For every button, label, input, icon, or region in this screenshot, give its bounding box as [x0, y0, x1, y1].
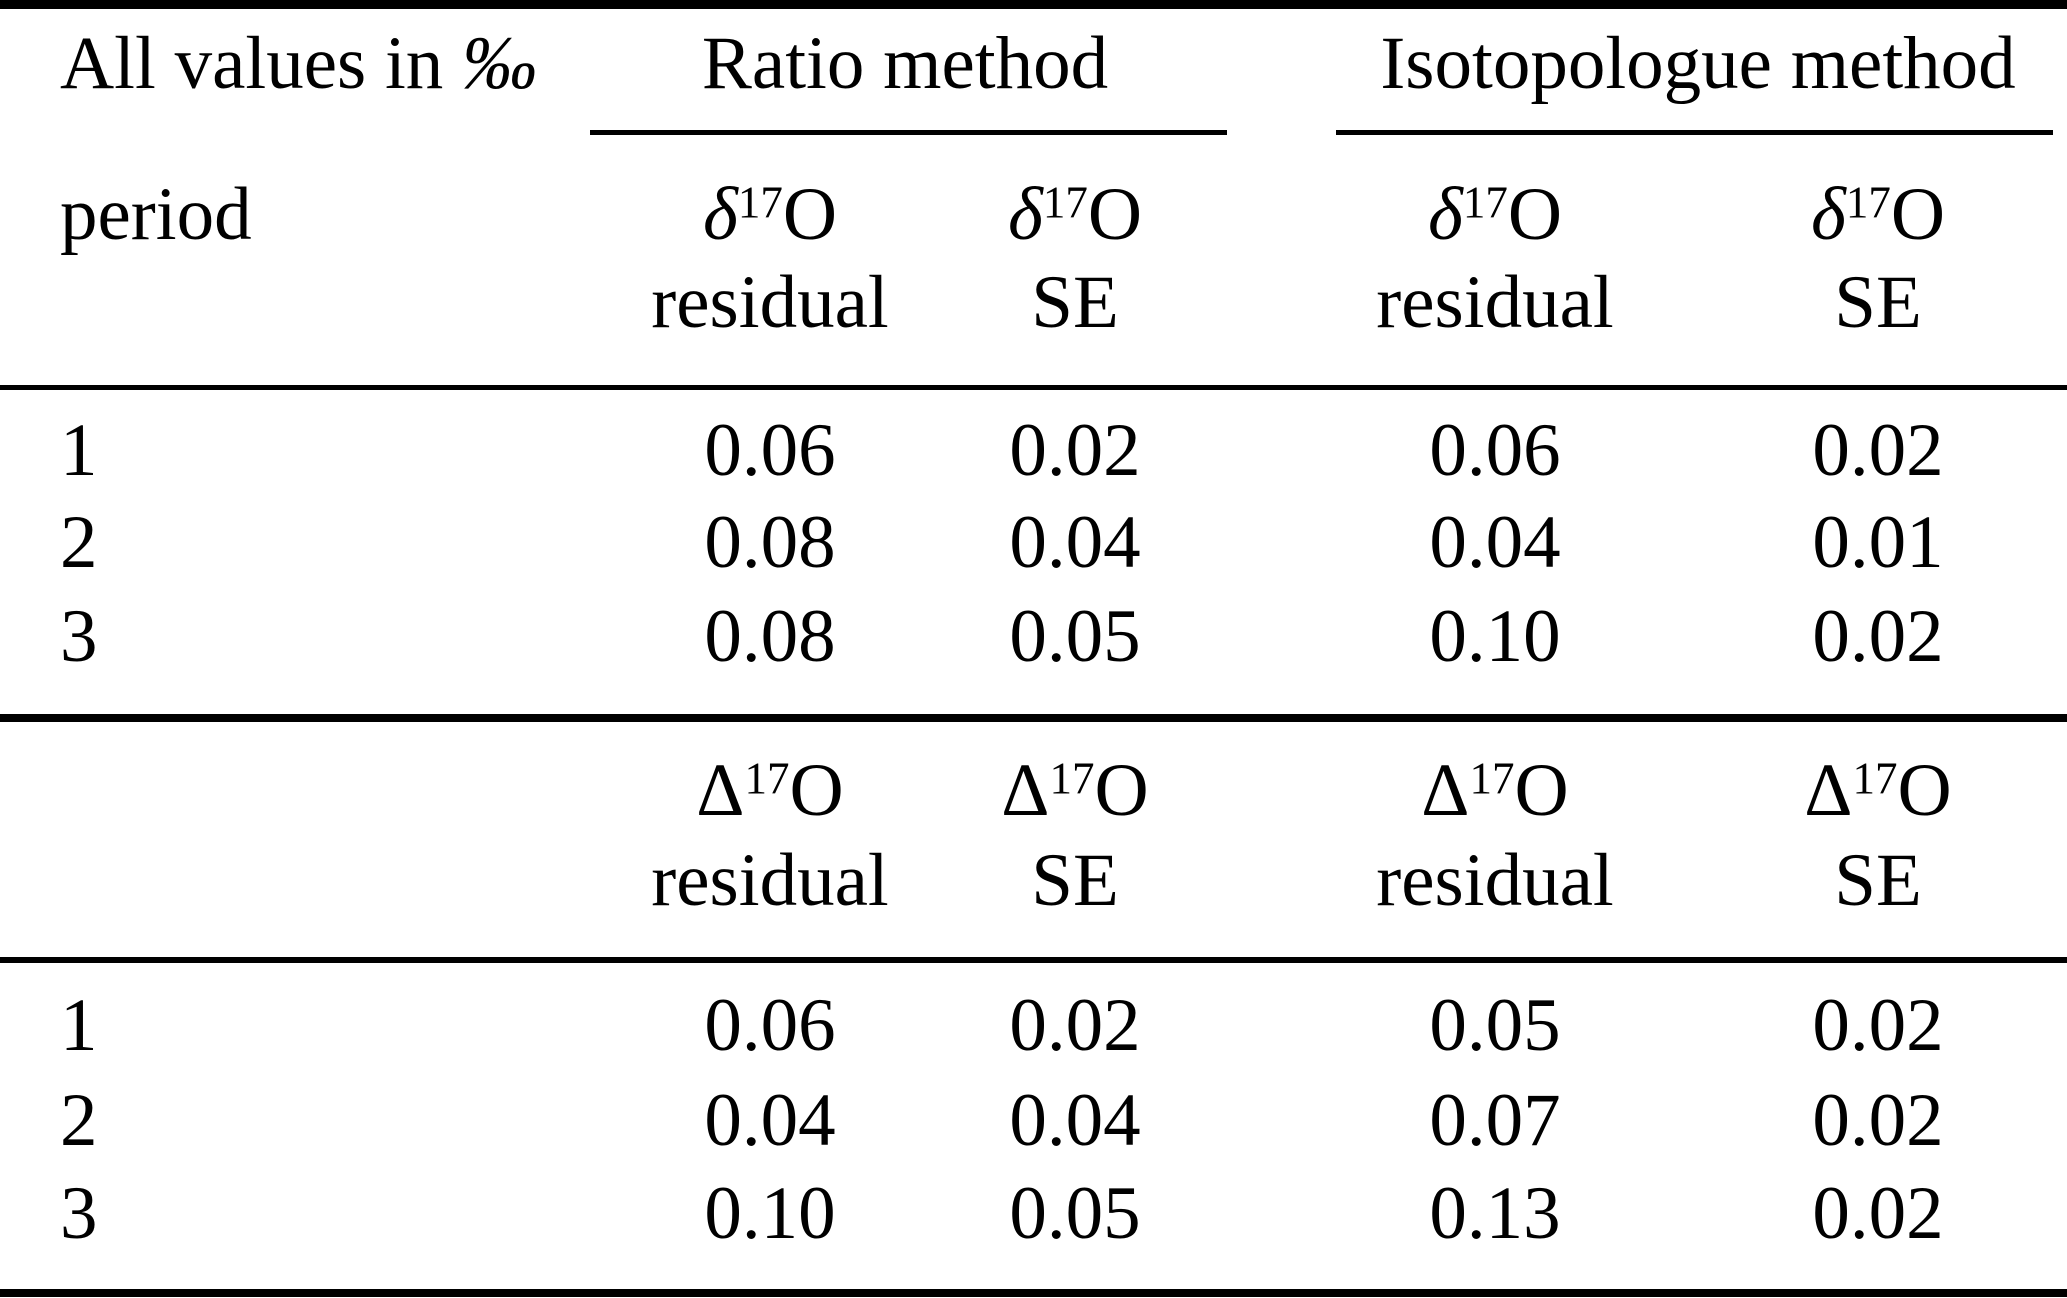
value-cell: 0.02: [1009, 409, 1141, 492]
period-cell: 3: [60, 595, 98, 678]
value-cell: 0.02: [1009, 984, 1141, 1067]
value-cell: 0.01: [1812, 501, 1944, 584]
value-cell: 0.08: [704, 501, 836, 584]
value-cell: 0.04: [704, 1079, 836, 1162]
col-header-label: residual: [651, 839, 889, 922]
value-cell: 0.06: [704, 984, 836, 1067]
value-cell: 0.05: [1009, 595, 1141, 678]
element-symbol: O: [782, 173, 838, 256]
value-cell: 0.05: [1429, 984, 1561, 1067]
value-cell: 0.06: [704, 409, 836, 492]
col-header-label: SE: [1834, 839, 1922, 922]
group-header-isotopologue: Isotopologue method: [1380, 22, 2016, 105]
value-cell: 0.05: [1009, 1172, 1141, 1255]
delta-symbol: δ: [1810, 173, 1846, 256]
value-cell: 0.07: [1429, 1079, 1561, 1162]
table-rule-bottom: [0, 1289, 2067, 1297]
col-header-symbol: δ17O: [1008, 177, 1142, 252]
value-cell: 0.02: [1812, 409, 1944, 492]
period-cell: 2: [60, 501, 98, 584]
mass-superscript: 17: [1042, 177, 1088, 228]
col-header-symbol: δ17O: [703, 177, 837, 252]
delta-symbol: δ: [702, 173, 738, 256]
value-cell: 0.04: [1009, 501, 1141, 584]
element-symbol: O: [1897, 749, 1952, 832]
value-cell: 0.10: [1429, 595, 1561, 678]
element-symbol: O: [1094, 749, 1149, 832]
col-header-label: residual: [1376, 261, 1614, 344]
element-symbol: O: [789, 749, 844, 832]
period-cell: 2: [60, 1079, 98, 1162]
table-rule-subheader-1: [0, 385, 2067, 390]
table-rule-section-divider: [0, 714, 2067, 722]
capital-delta-symbol: Δ: [1421, 749, 1470, 832]
mass-superscript: 17: [1852, 753, 1898, 804]
group-header-ratio: Ratio method: [701, 22, 1109, 105]
value-cell: 0.04: [1429, 501, 1561, 584]
unit-note: All values in ‰: [60, 26, 537, 101]
element-symbol: O: [1507, 173, 1563, 256]
value-cell: 0.13: [1429, 1172, 1561, 1255]
mass-superscript: 17: [1462, 177, 1508, 228]
mass-superscript: 17: [1469, 753, 1515, 804]
col-header-label: SE: [1031, 261, 1119, 344]
col-header-label: residual: [651, 261, 889, 344]
delta-symbol: δ: [1427, 173, 1463, 256]
value-cell: 0.02: [1812, 1079, 1944, 1162]
capital-delta-symbol: Δ: [1804, 749, 1853, 832]
permille-symbol: ‰: [462, 22, 538, 105]
value-cell: 0.02: [1812, 595, 1944, 678]
mass-superscript: 17: [737, 177, 783, 228]
col-header-label: SE: [1834, 261, 1922, 344]
value-cell: 0.04: [1009, 1079, 1141, 1162]
col-header-symbol: Δ17O: [1421, 753, 1568, 828]
element-symbol: O: [1087, 173, 1143, 256]
col-header-symbol: δ17O: [1811, 177, 1945, 252]
value-cell: 0.02: [1812, 1172, 1944, 1255]
element-symbol: O: [1890, 173, 1946, 256]
mass-superscript: 17: [744, 753, 790, 804]
value-cell: 0.06: [1429, 409, 1561, 492]
table-rule-top: [0, 0, 2067, 9]
capital-delta-symbol: Δ: [696, 749, 745, 832]
group-underline-ratio: [590, 130, 1227, 135]
capital-delta-symbol: Δ: [1001, 749, 1050, 832]
col-header-symbol: δ17O: [1428, 177, 1562, 252]
col-header-symbol: Δ17O: [1804, 753, 1951, 828]
col-header-label: residual: [1376, 839, 1614, 922]
period-cell: 1: [60, 984, 98, 1067]
table-rule-subheader-2: [0, 957, 2067, 963]
col-header-label: SE: [1031, 839, 1119, 922]
value-cell: 0.10: [704, 1172, 836, 1255]
value-cell: 0.02: [1812, 984, 1944, 1067]
delta-symbol: δ: [1007, 173, 1043, 256]
group-underline-isotopologue: [1336, 130, 2053, 135]
value-cell: 0.08: [704, 595, 836, 678]
col-header-symbol: Δ17O: [1001, 753, 1148, 828]
period-cell: 3: [60, 1172, 98, 1255]
unit-note-text: All values in: [60, 22, 463, 105]
period-header: period: [60, 173, 252, 256]
mass-superscript: 17: [1845, 177, 1891, 228]
col-header-symbol: Δ17O: [696, 753, 843, 828]
element-symbol: O: [1514, 749, 1569, 832]
period-cell: 1: [60, 409, 98, 492]
mass-superscript: 17: [1049, 753, 1095, 804]
